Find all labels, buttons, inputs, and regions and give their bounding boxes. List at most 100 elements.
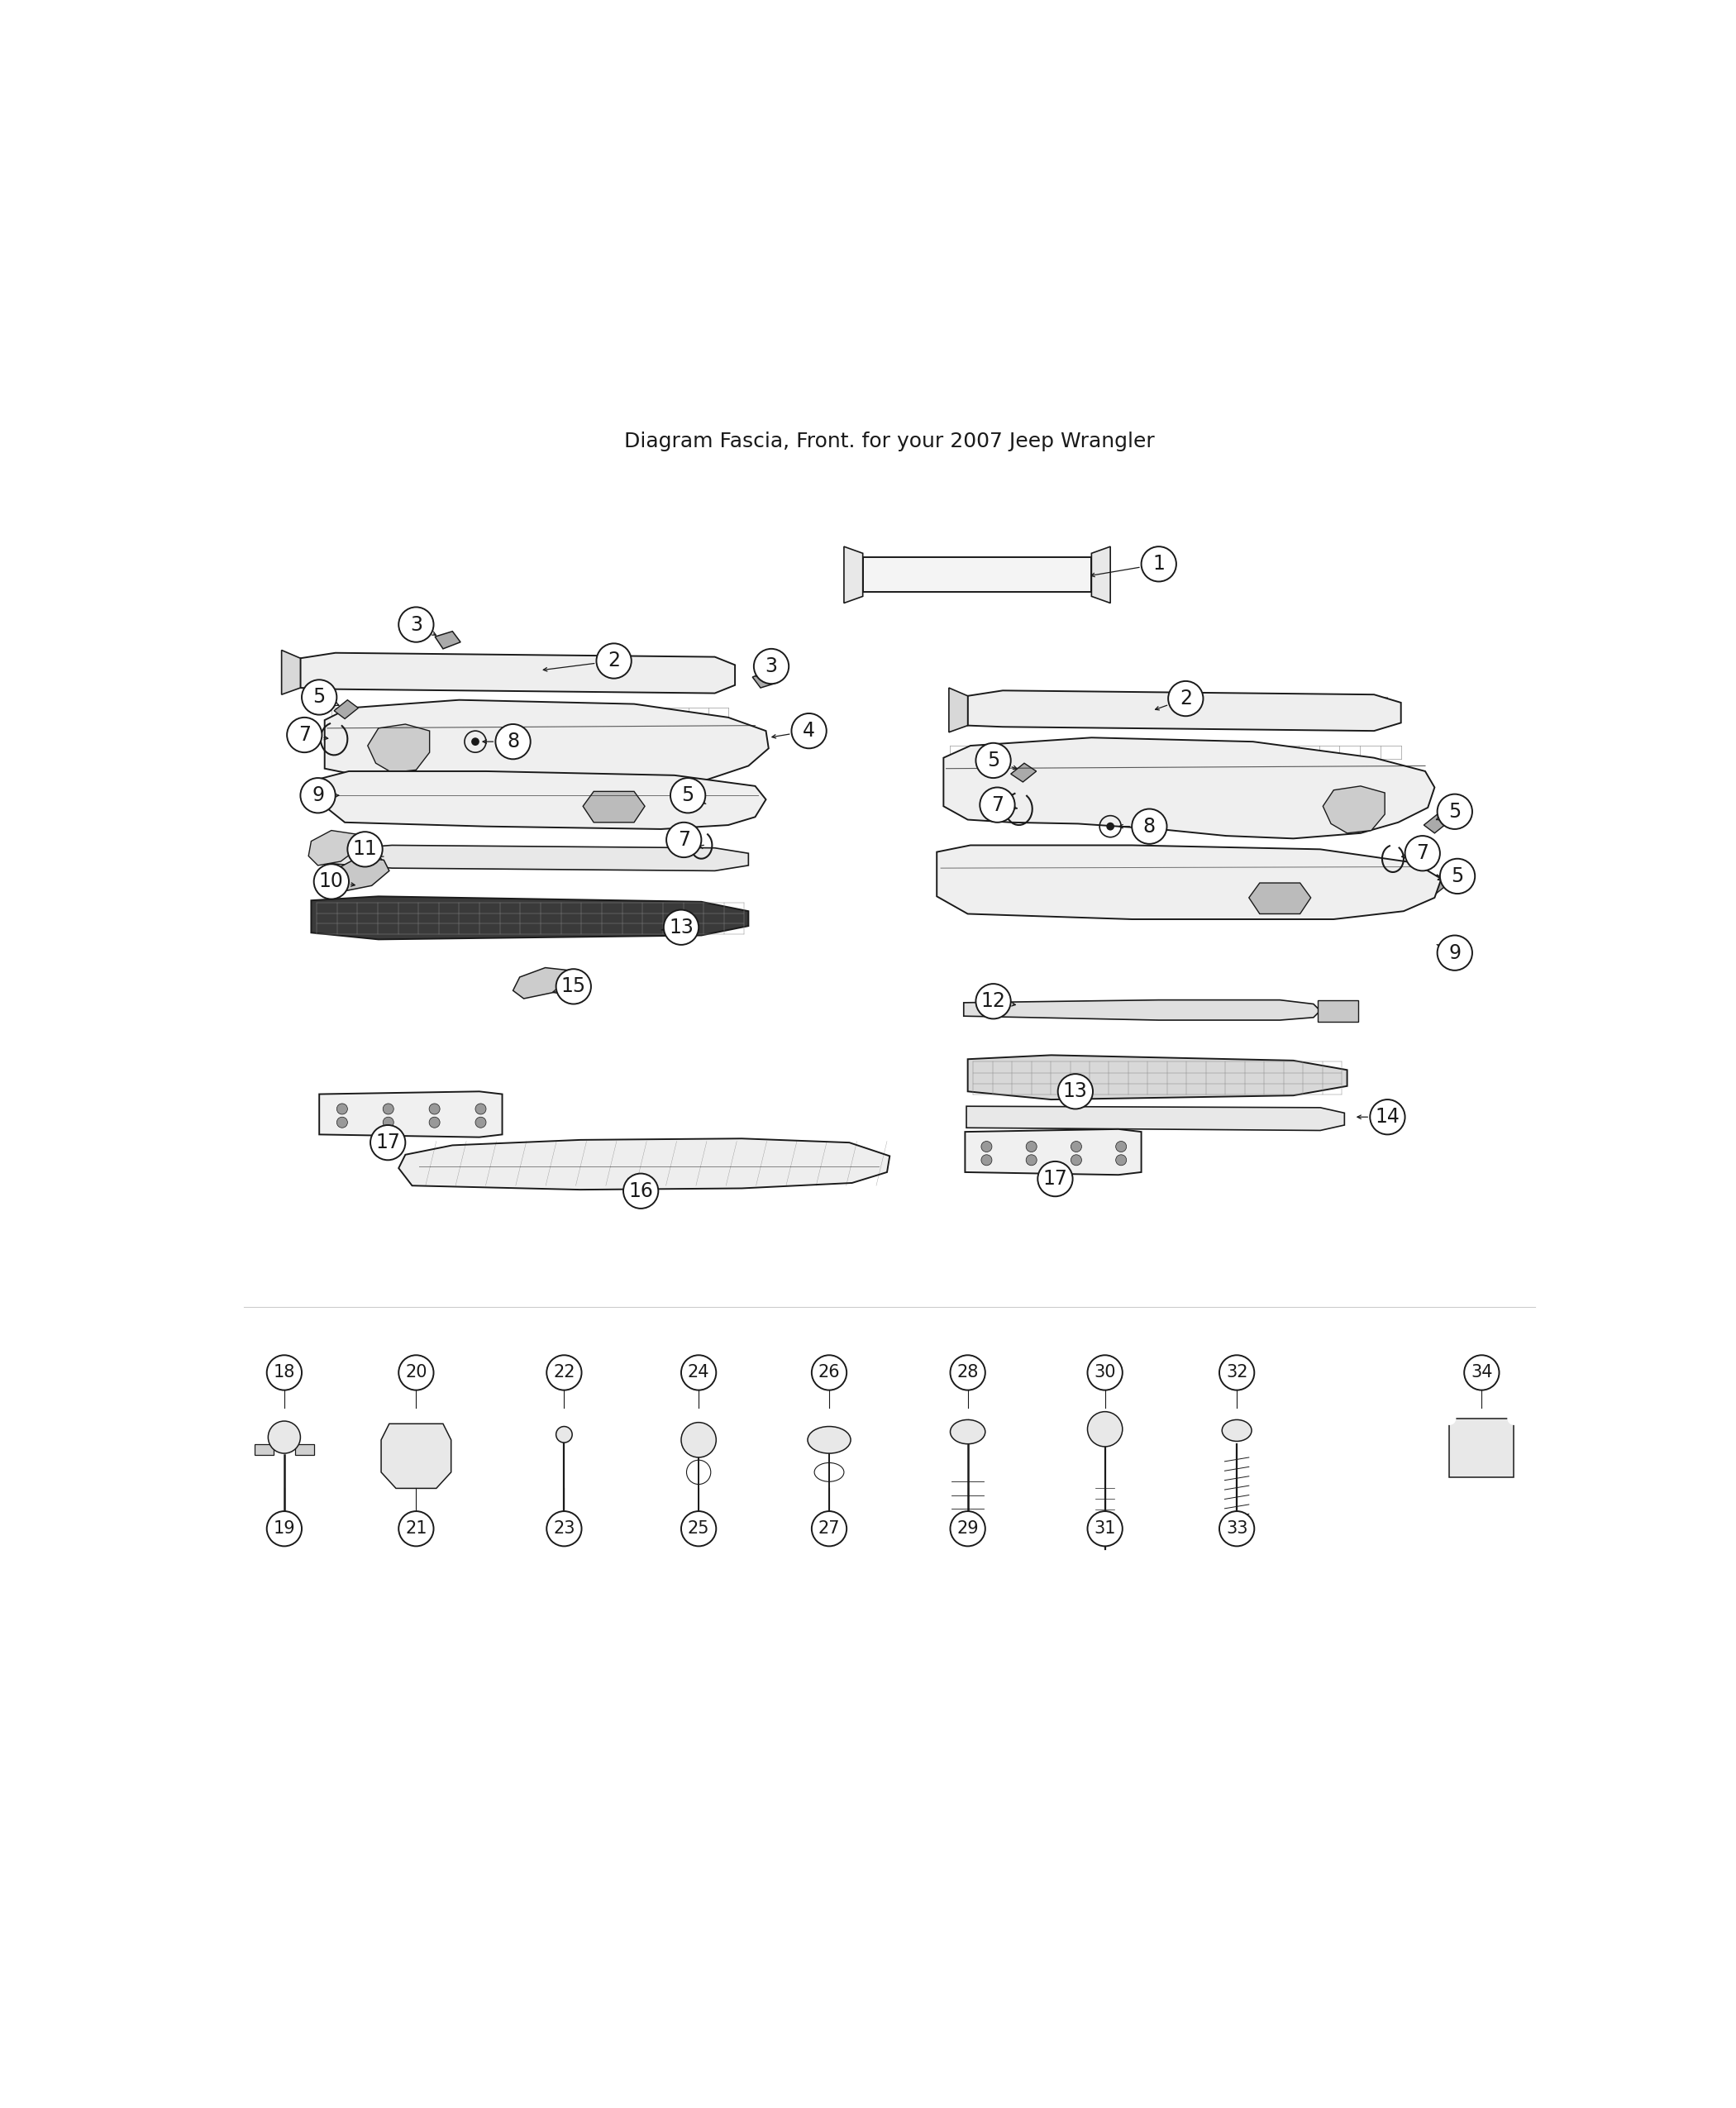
Polygon shape xyxy=(583,790,644,822)
Text: 7: 7 xyxy=(1417,843,1429,864)
Text: 8: 8 xyxy=(507,731,519,753)
Circle shape xyxy=(1026,1155,1036,1166)
Polygon shape xyxy=(1323,786,1385,833)
Polygon shape xyxy=(937,845,1441,919)
Text: 7: 7 xyxy=(299,725,311,744)
Circle shape xyxy=(314,864,349,898)
Circle shape xyxy=(681,1423,717,1457)
Polygon shape xyxy=(863,557,1092,592)
Polygon shape xyxy=(514,968,573,999)
Polygon shape xyxy=(311,896,748,940)
Circle shape xyxy=(1219,1511,1255,1545)
Text: 2: 2 xyxy=(1179,689,1193,708)
Ellipse shape xyxy=(950,1419,986,1444)
Polygon shape xyxy=(950,687,967,731)
Polygon shape xyxy=(382,1423,451,1488)
Polygon shape xyxy=(967,1056,1347,1100)
Text: 13: 13 xyxy=(668,917,693,938)
Polygon shape xyxy=(436,630,460,649)
Text: 17: 17 xyxy=(1043,1170,1068,1189)
Text: 27: 27 xyxy=(818,1520,840,1537)
Circle shape xyxy=(1057,1073,1094,1109)
Circle shape xyxy=(476,1117,486,1128)
Circle shape xyxy=(812,1511,847,1545)
Text: 14: 14 xyxy=(1375,1107,1399,1128)
Circle shape xyxy=(1087,1412,1123,1446)
Circle shape xyxy=(1219,1355,1255,1389)
Circle shape xyxy=(347,833,382,866)
Text: 17: 17 xyxy=(375,1132,401,1153)
Circle shape xyxy=(1370,1100,1404,1134)
Circle shape xyxy=(1437,936,1472,970)
Polygon shape xyxy=(700,799,724,818)
Polygon shape xyxy=(399,1138,889,1189)
Polygon shape xyxy=(255,1444,274,1455)
Text: 26: 26 xyxy=(818,1364,840,1381)
Text: Diagram Fascia, Front. for your 2007 Jeep Wrangler: Diagram Fascia, Front. for your 2007 Jee… xyxy=(625,432,1154,451)
Circle shape xyxy=(556,1427,573,1442)
Polygon shape xyxy=(1424,814,1448,833)
Circle shape xyxy=(681,1355,717,1389)
Text: 13: 13 xyxy=(1062,1081,1088,1100)
Text: 20: 20 xyxy=(404,1364,427,1381)
Circle shape xyxy=(470,738,479,746)
Text: 15: 15 xyxy=(561,976,587,997)
Circle shape xyxy=(399,1511,434,1545)
Circle shape xyxy=(1087,1355,1123,1389)
Circle shape xyxy=(1087,1511,1123,1545)
Circle shape xyxy=(792,713,826,748)
Polygon shape xyxy=(368,725,429,774)
Polygon shape xyxy=(1450,1419,1514,1478)
Polygon shape xyxy=(1010,763,1036,782)
Polygon shape xyxy=(332,858,389,892)
Circle shape xyxy=(1439,858,1476,894)
Polygon shape xyxy=(1248,883,1311,915)
Circle shape xyxy=(1404,837,1439,871)
Text: 4: 4 xyxy=(802,721,816,740)
Text: 5: 5 xyxy=(1451,866,1463,885)
Circle shape xyxy=(267,1355,302,1389)
Circle shape xyxy=(981,1155,991,1166)
Circle shape xyxy=(399,1355,434,1389)
Polygon shape xyxy=(944,738,1434,839)
Text: 5: 5 xyxy=(1448,801,1462,822)
Circle shape xyxy=(1443,1412,1457,1425)
Circle shape xyxy=(384,1117,394,1128)
Text: 9: 9 xyxy=(1448,942,1462,963)
Circle shape xyxy=(1437,795,1472,828)
Text: 11: 11 xyxy=(352,839,377,860)
Polygon shape xyxy=(967,691,1401,731)
Circle shape xyxy=(950,1511,986,1545)
Polygon shape xyxy=(318,772,766,828)
Text: 2: 2 xyxy=(608,651,620,670)
Polygon shape xyxy=(1424,875,1450,894)
Polygon shape xyxy=(318,845,748,871)
Circle shape xyxy=(753,649,788,683)
Polygon shape xyxy=(965,1130,1141,1174)
Text: 23: 23 xyxy=(554,1520,575,1537)
Text: 1: 1 xyxy=(1153,554,1165,573)
Circle shape xyxy=(302,679,337,715)
Circle shape xyxy=(670,778,705,814)
Circle shape xyxy=(429,1105,439,1115)
Polygon shape xyxy=(752,670,778,687)
Polygon shape xyxy=(1092,546,1111,603)
Text: 34: 34 xyxy=(1470,1364,1493,1381)
Circle shape xyxy=(597,643,632,679)
Text: 29: 29 xyxy=(957,1520,979,1537)
Text: 5: 5 xyxy=(988,750,1000,769)
Circle shape xyxy=(663,911,698,944)
Polygon shape xyxy=(967,1107,1344,1130)
Circle shape xyxy=(300,778,335,814)
Text: 9: 9 xyxy=(312,786,325,805)
Text: 28: 28 xyxy=(957,1364,979,1381)
Circle shape xyxy=(1106,822,1115,831)
Text: 7: 7 xyxy=(677,831,689,850)
Text: 3: 3 xyxy=(410,616,422,635)
Text: 31: 31 xyxy=(1094,1520,1116,1537)
Text: 10: 10 xyxy=(319,871,344,892)
Polygon shape xyxy=(319,1092,502,1136)
Circle shape xyxy=(1507,1412,1521,1425)
Circle shape xyxy=(976,742,1010,778)
Circle shape xyxy=(1071,1140,1082,1151)
